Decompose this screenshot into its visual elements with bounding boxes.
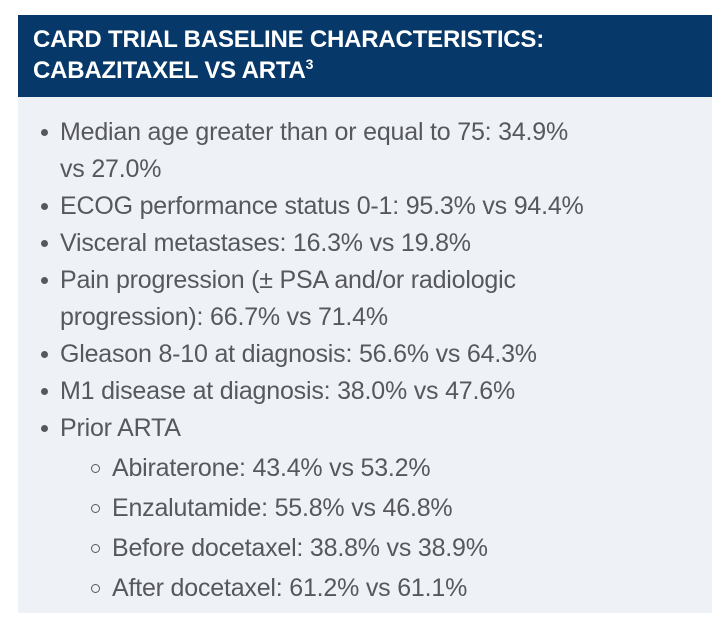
bullet-icon (41, 388, 60, 395)
panel-title-line1: CARD TRIAL BASELINE CHARACTERISTICS: (33, 26, 545, 53)
list-item: ECOG performance status 0-1: 95.3% vs 94… (41, 188, 692, 225)
card-trial-panel: CARD TRIAL BASELINE CHARACTERISTICS: CABA… (18, 15, 712, 613)
bullet-icon (41, 277, 60, 284)
list-item-prior-arta: Prior ARTA (41, 410, 692, 447)
panel-header: CARD TRIAL BASELINE CHARACTERISTICS: CABA… (18, 15, 712, 97)
list-item-text: Visceral metastases: 16.3% vs 19.8% (60, 229, 471, 257)
list-item-text: Pain progression (± PSA and/or radiologi… (60, 266, 516, 331)
sub-list-item-text: After docetaxel: 61.2% vs 61.1% (112, 574, 468, 602)
list-item-text: Gleason 8-10 at diagnosis: 56.6% vs 64.3… (60, 340, 537, 368)
list-item: Visceral metastases: 16.3% vs 19.8% (41, 225, 692, 262)
list-item: Gleason 8-10 at diagnosis: 56.6% vs 64.3… (41, 336, 692, 373)
bullet-icon (41, 203, 60, 210)
list-item-text: ECOG performance status 0-1: 95.3% vs 94… (60, 192, 584, 220)
sub-list-item: After docetaxel: 61.2% vs 61.1% (91, 570, 692, 607)
list-item-text: M1 disease at diagnosis: 38.0% vs 47.6% (60, 377, 515, 405)
panel-title-line2: CABAZITAXEL VS ARTA (33, 57, 306, 84)
circle-icon (91, 544, 112, 553)
list-item: Pain progression (± PSA and/or radiologi… (41, 262, 692, 336)
sub-list-item-text: Enzalutamide: 55.8% vs 46.8% (112, 494, 453, 522)
panel-title: CARD TRIAL BASELINE CHARACTERISTICS: CABA… (33, 24, 692, 86)
circle-icon (91, 464, 112, 473)
sub-list-item-text: Before docetaxel: 38.8% vs 38.9% (112, 534, 488, 562)
circle-icon (91, 504, 112, 513)
baseline-characteristics-list: Median age greater than or equal to 75: … (41, 114, 692, 607)
list-item: M1 disease at diagnosis: 38.0% vs 47.6% (41, 373, 692, 410)
sub-list-item: Abiraterone: 43.4% vs 53.2% (91, 450, 692, 487)
list-item-text: Median age greater than or equal to 75: … (60, 118, 569, 183)
list-item-text: Prior ARTA (60, 414, 181, 442)
bullet-icon (41, 425, 60, 432)
bullet-icon (41, 129, 60, 136)
sub-list-item: Before docetaxel: 38.8% vs 38.9% (91, 530, 692, 567)
sub-list-item: Enzalutamide: 55.8% vs 46.8% (91, 490, 692, 527)
sub-list-item-text: Abiraterone: 43.4% vs 53.2% (112, 454, 431, 482)
bullet-icon (41, 351, 60, 358)
reference-marker: 3 (305, 56, 314, 72)
panel-body: Median age greater than or equal to 75: … (18, 97, 712, 613)
list-item: Median age greater than or equal to 75: … (41, 114, 692, 188)
circle-icon (91, 584, 112, 593)
bullet-icon (41, 240, 60, 247)
